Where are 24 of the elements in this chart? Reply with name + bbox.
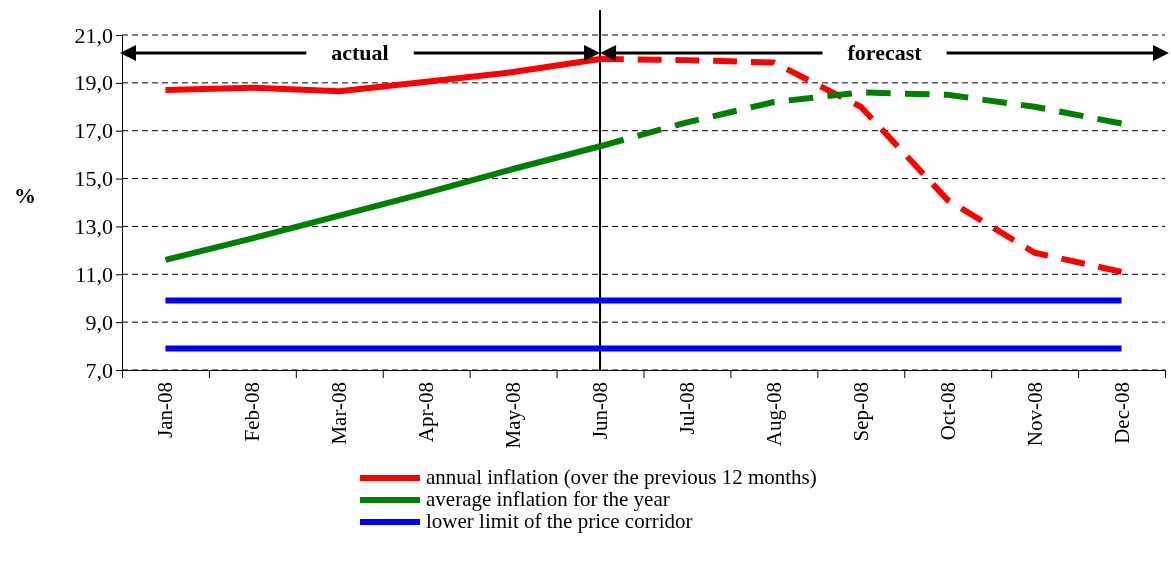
y-axis-title: % (14, 182, 36, 208)
y-tick-label: 9,0 (85, 309, 113, 335)
x-tick-label: Dec-08 (1109, 382, 1134, 444)
legend-label: annual inflation (over the previous 12 months) (426, 465, 817, 489)
y-tick-label: 7,0 (85, 357, 113, 383)
x-tick-label: Oct-08 (935, 382, 960, 441)
x-tick-label: Nov-08 (1022, 382, 1047, 447)
y-tick-label: 13,0 (74, 213, 113, 239)
x-tick-label: Apr-08 (414, 382, 439, 443)
x-tick-label: Jun-08 (588, 382, 613, 440)
x-tick-label: May-08 (501, 382, 526, 449)
y-tick-label: 21,0 (74, 22, 113, 48)
x-tick-label: Jul-08 (674, 382, 699, 435)
x-tick-label: Feb-08 (240, 382, 265, 442)
y-tick-label: 11,0 (75, 261, 113, 287)
annotation: forecast (847, 40, 923, 65)
x-tick-label: Jan-08 (153, 382, 178, 438)
annotation: actual (331, 40, 389, 65)
y-tick-label: 17,0 (74, 118, 113, 144)
x-tick-label: Sep-08 (848, 382, 873, 442)
y-tick-label: 15,0 (74, 166, 113, 192)
x-tick-label: Aug-08 (761, 382, 786, 447)
x-tick-label: Mar-08 (327, 382, 352, 445)
y-tick-label: 19,0 (74, 70, 113, 96)
